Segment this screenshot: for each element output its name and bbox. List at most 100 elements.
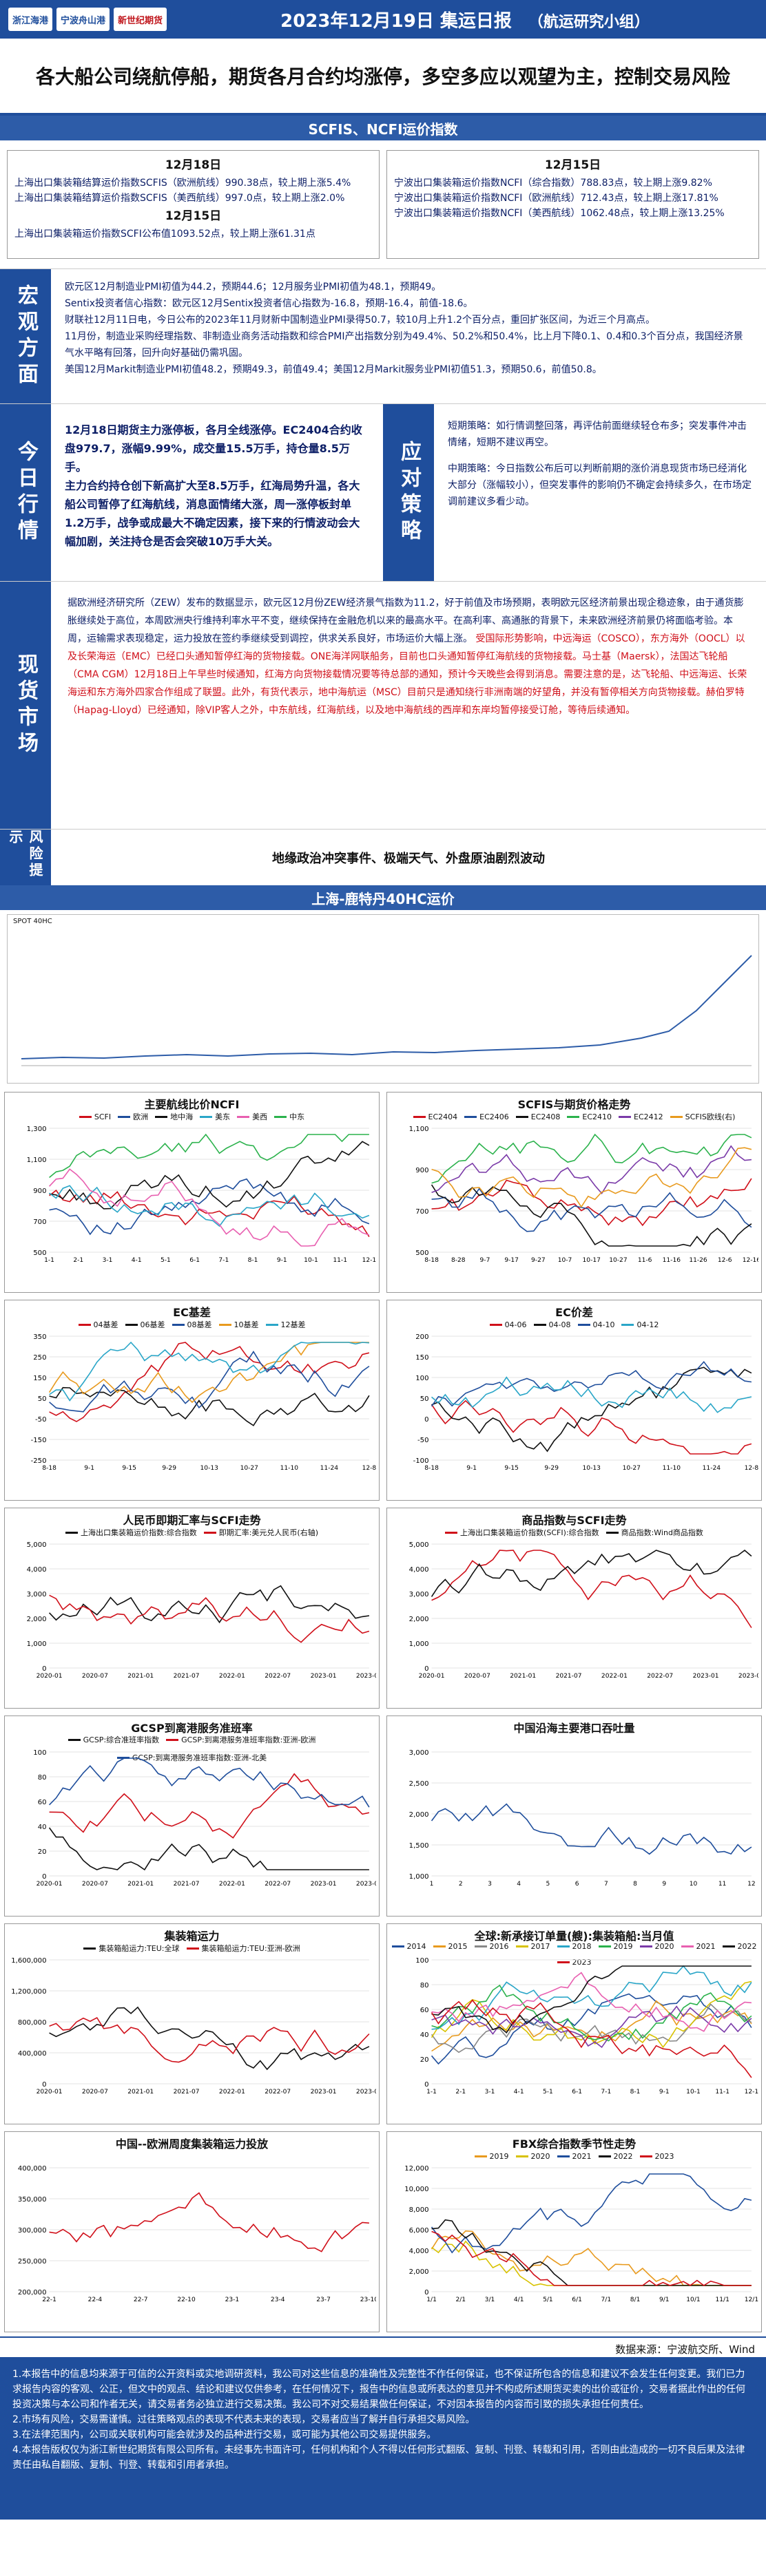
legend-label: 集装箱船运力:TEU:亚洲-欧洲 — [201, 1944, 300, 1953]
legend-label: GCSP:到离港服务准班率指数:亚洲-欧洲 — [181, 1735, 316, 1744]
legend-label: 2022 — [613, 2151, 633, 2161]
y-tick-label: 1,500 — [409, 1842, 429, 1850]
x-tick-label: 6/1 — [572, 2297, 582, 2303]
strategy-short: 短期策略：如行情调整回落，再评估前面继续轻仓布多；突发事件冲击情绪，短期不建议再… — [448, 421, 747, 448]
y-tick-label: 4,000 — [409, 1566, 429, 1574]
y-tick-label: 100 — [415, 1957, 428, 1965]
legend-item: 04-08 — [533, 1318, 571, 1331]
x-tick-label: 11/1 — [716, 2297, 729, 2303]
chart-title: 人民币即期汇率与SCFI走势 — [123, 1514, 261, 1527]
x-tick-label: 12-1 — [362, 1257, 376, 1264]
y-tick-label: 100 — [415, 1375, 428, 1382]
x-tick-label: 2023-07 — [356, 1673, 376, 1680]
series-line — [431, 2005, 752, 2049]
chart-title: 中国沿海主要港口吞吐量 — [513, 1722, 635, 1735]
series-line — [49, 1342, 370, 1422]
x-tick-label: 2022-07 — [265, 2089, 291, 2095]
x-tick-label: 9-1 — [466, 1465, 477, 1472]
x-tick-label: 2022-07 — [265, 1673, 291, 1680]
series-line — [431, 1187, 752, 1232]
y-tick-label: 2,500 — [409, 1780, 429, 1788]
legend-swatch — [515, 1115, 528, 1118]
y-tick-label: 700 — [33, 1218, 46, 1226]
x-tick-label: 5-1 — [543, 2089, 553, 2095]
legend-item: 2020 — [515, 2150, 550, 2162]
legend-item: EC2410 — [567, 1110, 612, 1123]
y-tick-label: -100 — [413, 1457, 429, 1465]
x-tick-label: 2021-07 — [174, 1881, 200, 1888]
series-line — [49, 2006, 370, 2071]
series-line — [431, 1984, 752, 2042]
legend-item: GCSP:综合准班率指数 — [68, 1734, 159, 1745]
y-tick-label: 250,000 — [18, 2258, 47, 2266]
macro-line: Sentix投资者信心指数：欧元区12月Sentix投资者信心指数为-16.8，… — [65, 298, 473, 309]
series-line — [431, 1147, 752, 1208]
x-tick-label: 10 — [690, 1881, 698, 1888]
series-line — [431, 1133, 752, 1184]
x-tick-label: 2/1 — [455, 2297, 466, 2303]
series-line — [431, 1549, 752, 1597]
legend-swatch — [567, 1115, 580, 1118]
x-tick-label: 1-1 — [44, 1257, 54, 1264]
legend-item: 2019 — [598, 1942, 633, 1951]
x-tick-label: 11 — [718, 1881, 727, 1888]
x-tick-label: 6 — [575, 1881, 579, 1888]
series-line — [48, 1168, 370, 1247]
legend-label: 2020 — [654, 1942, 674, 1951]
macro-line: 财联社12月11日电，今日公布的2023年11月财新中国制造业PMI录得50.7… — [65, 315, 655, 326]
x-tick-label: 9-1 — [277, 1257, 287, 1264]
series-line — [431, 1360, 752, 1407]
chart-ec_basis: EC基差 04基差 06基差 08基差 10基差 12基差 350 250 150 50 -50 -1… — [4, 1300, 380, 1501]
x-tick-label: 7/1 — [601, 2297, 612, 2303]
y-tick-label: 80 — [38, 1774, 47, 1782]
series-line — [431, 2173, 752, 2254]
legend-label: EC2408 — [530, 1112, 561, 1121]
chart-legend: 2019 2020 2021 2022 2023 — [390, 2150, 758, 2162]
series-line — [431, 1366, 752, 1453]
x-tick-label: 23-10 — [360, 2297, 376, 2303]
legend-item: 08基差 — [172, 1318, 212, 1331]
x-tick-label: 2023-01 — [311, 1881, 337, 1888]
legend-item: 美西 — [237, 1110, 267, 1123]
legend-swatch — [474, 2155, 487, 2157]
x-tick-label: 7-1 — [218, 1257, 229, 1264]
legend-swatch — [445, 1531, 458, 1534]
legend-swatch — [639, 1945, 652, 1947]
legend-swatch — [474, 1945, 487, 1947]
legend-item: 即期汇率:美元兑人民币(右轴) — [203, 1526, 318, 1539]
y-tick-label: 40 — [420, 2031, 429, 2039]
logo-new-century-text: 新世纪期货 — [118, 15, 163, 26]
chart-commodity: 商品指数与SCFI走势 上海出口集装箱运价指数(SCFI):综合指数 商品指数:Wi… — [386, 1508, 762, 1709]
x-tick-label: 12-16 — [743, 1257, 758, 1264]
x-tick-label: 2020-07 — [82, 1881, 108, 1888]
macro-line: 11月份，制造业采购经理指数、非制造业商务活动指数和综合PMI产出指数分别为49… — [65, 331, 743, 359]
report-group: （航运研究小组） — [528, 13, 650, 31]
y-tick-label: 900 — [33, 1187, 46, 1195]
chart-fx: 人民币即期汇率与SCFI走势 上海出口集装箱运价指数:综合指数 即期汇率:美元兑人民… — [4, 1508, 380, 1709]
route-chart: SPOT 40HC — [7, 914, 759, 1084]
x-tick-label: 9-17 — [504, 1257, 519, 1264]
series-line — [49, 1185, 370, 1227]
y-tick-label: -150 — [31, 1437, 47, 1444]
chart-legend: 上海出口集装箱运价指数:综合指数 即期汇率:美元兑人民币(右轴) — [8, 1526, 376, 1539]
x-tick-label: 11-10 — [663, 1465, 681, 1472]
chart-legend: SCFI 欧洲 地中海 美东 美西 中东 — [8, 1110, 376, 1123]
scfis-line: 上海出口集装箱运价指数SCFI公布值1093.52点，较上期上涨61.31点 — [14, 229, 315, 240]
x-tick-label: 11-10 — [280, 1465, 299, 1472]
legend-swatch — [186, 1947, 199, 1950]
y-tick-label: 1,600,000 — [11, 1957, 46, 1965]
x-tick-label: 8/1 — [630, 2297, 641, 2303]
legend-swatch — [274, 1115, 287, 1118]
data-source: 数据来源：宁波航交所、Wind — [0, 2336, 766, 2357]
macro-line: 美国12月Markit制造业PMI初值48.2，预期49.3，前值49.4；美国… — [65, 364, 602, 375]
legend-item: 2016 — [474, 1942, 509, 1951]
y-tick-label: 200,000 — [18, 2289, 47, 2297]
logo-zhejiang-port: 浙江海港 — [8, 8, 53, 31]
legend-swatch — [83, 1947, 96, 1950]
legend-label: SCFI — [94, 1112, 112, 1121]
legend-label: 2021 — [572, 2151, 592, 2161]
scfis-panel: 12月18日 上海出口集装箱结算运价指数SCFIS（欧洲航线）990.38点，较… — [0, 140, 766, 268]
spot-para: 据欧洲经济研究所（ZEW）发布的数据显示，欧元区12月份ZEW经济景气指数为11… — [68, 598, 744, 644]
